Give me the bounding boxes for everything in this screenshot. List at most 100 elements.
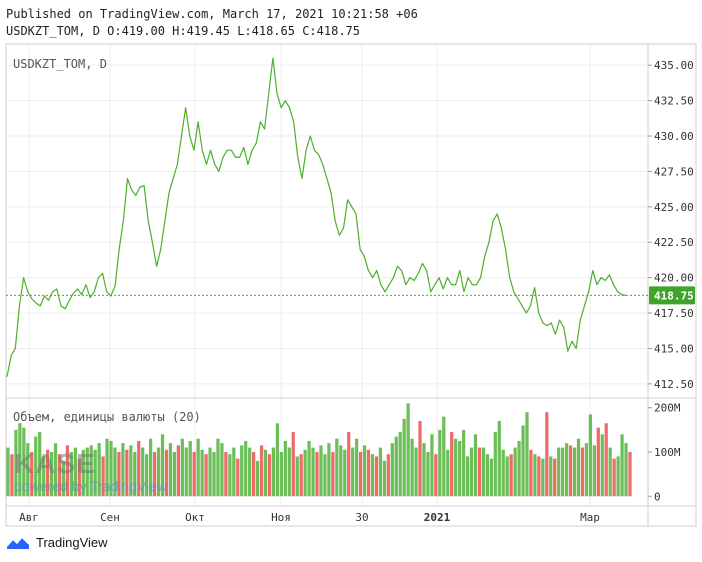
volume-bar	[248, 447, 252, 497]
volume-bar	[481, 447, 486, 497]
volume-bar	[620, 434, 624, 497]
volume-bar	[279, 452, 283, 497]
symbol-label: USDKZT_TOM, D	[13, 57, 107, 71]
volume-bar	[580, 447, 585, 497]
volume-bar	[267, 454, 272, 497]
volume-bar	[149, 438, 153, 497]
volume-bar	[252, 452, 256, 497]
volume-bar	[477, 447, 482, 497]
volume-bar	[18, 423, 22, 497]
volume-bar	[216, 438, 220, 497]
volume-bar	[105, 438, 109, 497]
volume-bar	[6, 447, 10, 497]
volume-bar	[410, 438, 414, 497]
volume-bar	[382, 460, 386, 497]
volume-bar	[244, 440, 248, 497]
volume-bar	[335, 438, 339, 497]
volume-bar	[469, 447, 474, 497]
volume-bar	[45, 449, 50, 497]
volume-bar	[232, 447, 236, 497]
price-tick-label: 427.50	[654, 165, 694, 178]
volume-bar	[315, 452, 319, 497]
volume-bar	[386, 454, 390, 497]
volume-bar	[319, 445, 323, 497]
volume-bar	[366, 449, 371, 497]
volume-bar	[596, 427, 600, 497]
volume-bar	[549, 456, 553, 497]
volume-tick-label: 100M	[654, 446, 681, 459]
time-tick-label: Окт	[185, 511, 205, 524]
volume-bar	[616, 456, 620, 497]
volume-bar	[81, 449, 85, 497]
volume-bar	[557, 447, 561, 497]
volume-bar	[196, 438, 200, 497]
volume-bar	[485, 454, 489, 497]
volume-bar	[584, 443, 589, 497]
volume-bar	[65, 445, 70, 497]
volume-tick-label: 200M	[654, 402, 681, 415]
volume-bar	[568, 445, 573, 497]
volume-bar	[418, 421, 422, 497]
tradingview-footer[interactable]: TradingView	[6, 534, 108, 550]
volume-tick-label: 0	[654, 490, 661, 503]
volume-bar	[513, 447, 517, 497]
volume-bar	[220, 443, 224, 497]
volume-bar	[89, 445, 93, 497]
price-tick-label: 417.50	[654, 307, 694, 320]
volume-bar	[208, 447, 212, 497]
volume-bar	[299, 454, 303, 497]
chart-header: Published on TradingView.com, March 17, …	[6, 6, 418, 40]
volume-bar	[259, 445, 264, 497]
volume-bar	[212, 452, 216, 497]
volume-bar	[561, 447, 565, 497]
volume-bar	[430, 434, 434, 497]
tradingview-brand: TradingView	[36, 534, 108, 550]
volume-bar	[505, 456, 509, 497]
price-line	[6, 57, 627, 377]
volume-bar	[501, 449, 505, 497]
volume-bar	[422, 443, 426, 497]
volume-bar	[236, 458, 240, 497]
volume-bar	[271, 447, 276, 497]
volume-bar	[307, 440, 311, 497]
volume-bar	[517, 440, 521, 497]
volume-bar	[521, 425, 525, 497]
volume-bar	[355, 438, 359, 497]
volume-bar	[49, 452, 54, 497]
chart-frame	[5, 43, 697, 527]
volume-bar	[30, 452, 34, 497]
volume-bar	[26, 443, 30, 497]
volume-bar	[93, 449, 97, 497]
volume-bar	[347, 432, 351, 497]
volume-bar	[402, 418, 406, 497]
volume-bar	[137, 440, 141, 497]
volume-label: Объем, единицы валюты (20)	[13, 410, 201, 424]
volume-bar	[564, 443, 569, 497]
volume-bar	[97, 443, 101, 497]
volume-bar	[378, 447, 383, 497]
volume-bar	[553, 458, 557, 497]
volume-bar	[61, 460, 66, 497]
volume-bar	[188, 440, 192, 497]
volume-bar	[628, 452, 632, 497]
volume-bar	[390, 443, 394, 497]
volume-bar	[10, 454, 14, 497]
volume-bar	[255, 460, 260, 497]
volume-bar	[414, 447, 418, 497]
volume-bar	[283, 440, 287, 497]
volume-bar	[22, 427, 26, 497]
volume-bar	[224, 452, 228, 497]
time-tick-label: Ноя	[271, 511, 291, 524]
volume-bar	[133, 452, 137, 497]
volume-bar	[533, 454, 537, 497]
time-tick-label: 30	[355, 511, 368, 524]
volume-bar	[42, 456, 46, 497]
price-tick-label: 432.50	[654, 95, 694, 108]
volume-bar	[454, 438, 458, 497]
volume-bar	[34, 436, 38, 497]
volume-bar	[450, 432, 454, 497]
volume-bar	[152, 452, 157, 497]
volume-bar	[192, 452, 196, 497]
volume-bar	[489, 458, 493, 497]
volume-bar	[339, 445, 343, 497]
